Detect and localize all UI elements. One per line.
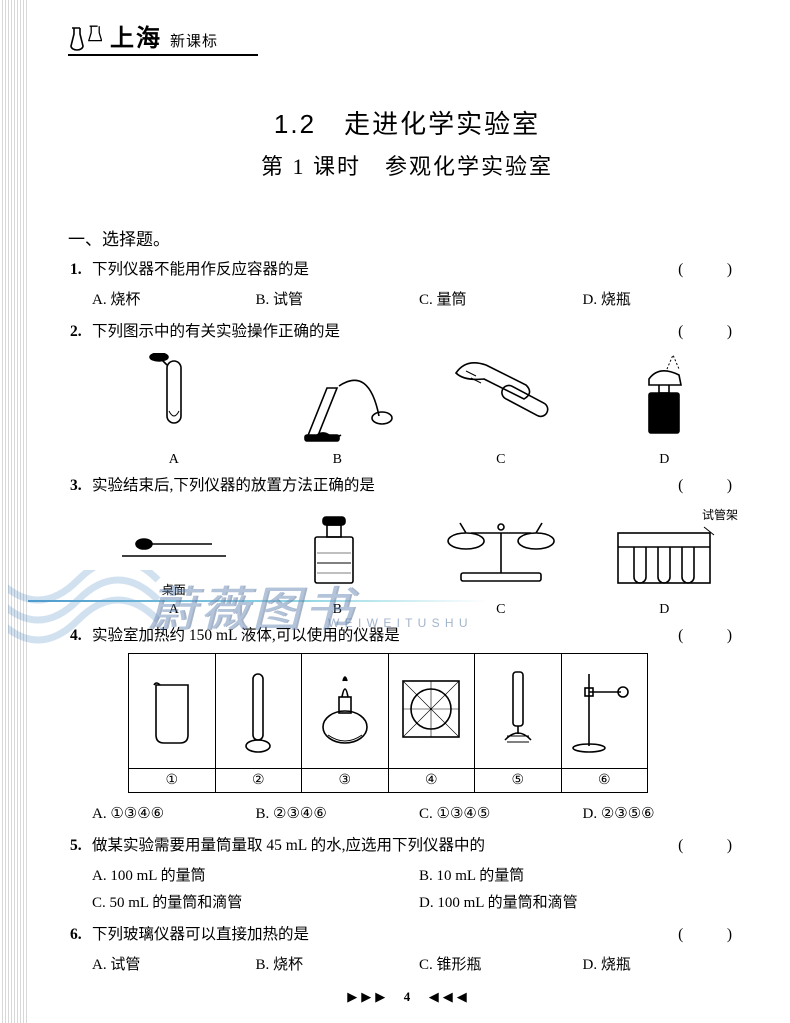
question-1: 1. 下列仪器不能用作反应容器的是 ( ) bbox=[92, 258, 746, 283]
answer-blank: ( ) bbox=[678, 923, 746, 948]
desk-label: 桌面 bbox=[92, 581, 256, 598]
option-b: B. 烧杯 bbox=[256, 952, 420, 979]
option-d: D. 烧瓶 bbox=[583, 287, 747, 314]
q1-options: A. 烧杯 B. 试管 C. 量筒 D. 烧瓶 bbox=[92, 287, 746, 314]
caption: C bbox=[419, 452, 583, 468]
section-heading: 一、选择题。 bbox=[68, 225, 746, 250]
option-d: D. 烧瓶 bbox=[583, 952, 747, 979]
question-text: 做某实验需要用量筒量取 45 mL 的水,应选用下列仪器中的 bbox=[92, 837, 485, 854]
q5-options-row1: A. 100 mL 的量筒 B. 10 mL 的量筒 bbox=[92, 863, 746, 890]
option-b: B. 10 mL 的量筒 bbox=[419, 863, 746, 890]
cell-number: ① bbox=[129, 768, 215, 792]
caption: D bbox=[583, 452, 747, 468]
question-6: 6. 下列玻璃仪器可以直接加热的是 ( ) bbox=[92, 923, 746, 948]
question-4: 4. 实验室加热约 150 mL 液体,可以使用的仪器是 ( ) bbox=[92, 624, 746, 649]
grid-cell-4: ④ bbox=[389, 654, 476, 792]
answer-blank: ( ) bbox=[678, 320, 746, 345]
chapter-title: 1.2 走进化学实验室 bbox=[68, 104, 746, 141]
option-a: A. ①③④⑥ bbox=[92, 801, 256, 828]
question-number: 5. bbox=[70, 834, 82, 859]
option-a: A. 试管 bbox=[92, 952, 256, 979]
footer-right-ornament: ◀◀◀ bbox=[429, 989, 471, 1004]
answer-blank: ( ) bbox=[678, 258, 746, 283]
question-2: 2. 下列图示中的有关实验操作正确的是 ( ) bbox=[92, 320, 746, 345]
grid-cell-3: ③ bbox=[302, 654, 389, 792]
q2-fig-b: B bbox=[256, 353, 420, 468]
q4-options: A. ①③④⑥ B. ②③④⑥ C. ①③④⑤ D. ②③⑤⑥ bbox=[92, 801, 746, 828]
option-a: A. 100 mL 的量筒 bbox=[92, 863, 419, 890]
caption: D bbox=[583, 602, 747, 618]
grid-cell-1: ① bbox=[129, 654, 216, 792]
running-header: 上海 新课标 bbox=[68, 18, 258, 56]
cell-number: ② bbox=[216, 768, 302, 792]
q4-apparatus-grid: ① ② ③ bbox=[128, 653, 648, 793]
grid-cell-6: ⑥ bbox=[562, 654, 648, 792]
chapter-name: 走进化学实验室 bbox=[344, 109, 540, 139]
grid-cell-2: ② bbox=[216, 654, 303, 792]
question-number: 3. bbox=[70, 474, 82, 499]
option-c: C. 量筒 bbox=[419, 287, 583, 314]
q3-fig-b: B bbox=[256, 513, 420, 618]
option-a: A. 烧杯 bbox=[92, 287, 256, 314]
header-city: 上海 bbox=[110, 18, 162, 53]
question-text: 下列玻璃仪器可以直接加热的是 bbox=[92, 926, 309, 943]
caption: A bbox=[92, 602, 256, 618]
question-number: 6. bbox=[70, 923, 82, 948]
cell-number: ③ bbox=[302, 768, 388, 792]
caption: A bbox=[92, 452, 256, 468]
q3-figures: 桌面 A B bbox=[92, 506, 746, 618]
q3-fig-c: C bbox=[419, 513, 583, 618]
caption: C bbox=[419, 602, 583, 618]
question-text: 实验结束后,下列仪器的放置方法正确的是 bbox=[92, 477, 375, 494]
cell-number: ④ bbox=[389, 768, 475, 792]
question-number: 2. bbox=[70, 320, 82, 345]
page-content: 上海 新课标 1.2 走进化学实验室 第 1 课时 参观化学实验室 一、选择题。… bbox=[28, 0, 790, 1023]
q3-fig-d: 试管架 D bbox=[583, 506, 747, 618]
question-number: 4. bbox=[70, 624, 82, 649]
option-c: C. 锥形瓶 bbox=[419, 952, 583, 979]
question-number: 1. bbox=[70, 258, 82, 283]
chapter-number: 1.2 bbox=[274, 109, 316, 139]
option-c: C. ①③④⑤ bbox=[419, 801, 583, 828]
answer-blank: ( ) bbox=[678, 474, 746, 499]
q2-fig-c: C bbox=[419, 353, 583, 468]
answer-blank: ( ) bbox=[678, 624, 746, 649]
q2-fig-d: D bbox=[583, 353, 747, 468]
option-b: B. ②③④⑥ bbox=[256, 801, 420, 828]
question-5: 5. 做某实验需要用量筒量取 45 mL 的水,应选用下列仪器中的 ( ) bbox=[92, 834, 746, 859]
q3-fig-a: 桌面 A bbox=[92, 506, 256, 618]
question-3: 3. 实验结束后,下列仪器的放置方法正确的是 ( ) bbox=[92, 474, 746, 499]
answer-blank: ( ) bbox=[678, 834, 746, 859]
page-number: 4 bbox=[404, 989, 415, 1004]
option-c: C. 50 mL 的量筒和滴管 bbox=[92, 890, 419, 917]
caption: B bbox=[256, 452, 420, 468]
page-footer: ▶▶▶ 4 ◀◀◀ bbox=[28, 989, 790, 1005]
grid-cell-5: ⑤ bbox=[475, 654, 562, 792]
footer-left-ornament: ▶▶▶ bbox=[347, 989, 389, 1004]
title-block: 1.2 走进化学实验室 第 1 课时 参观化学实验室 bbox=[68, 104, 746, 181]
q5-options-row2: C. 50 mL 的量筒和滴管 D. 100 mL 的量筒和滴管 bbox=[92, 890, 746, 917]
book-page: 上海 新课标 1.2 走进化学实验室 第 1 课时 参观化学实验室 一、选择题。… bbox=[0, 0, 790, 1023]
page-stack-edges bbox=[0, 0, 28, 1023]
lesson-subtitle: 第 1 课时 参观化学实验室 bbox=[68, 149, 746, 181]
cell-number: ⑥ bbox=[562, 768, 648, 792]
q6-options: A. 试管 B. 烧杯 C. 锥形瓶 D. 烧瓶 bbox=[92, 952, 746, 979]
caption: B bbox=[256, 602, 420, 618]
option-d: D. ②③⑤⑥ bbox=[583, 801, 747, 828]
question-text: 下列仪器不能用作反应容器的是 bbox=[92, 261, 309, 278]
rack-label: 试管架 bbox=[583, 506, 739, 523]
q2-fig-a: A bbox=[92, 353, 256, 468]
option-d: D. 100 mL 的量筒和滴管 bbox=[419, 890, 746, 917]
question-text: 实验室加热约 150 mL 液体,可以使用的仪器是 bbox=[92, 627, 400, 644]
header-flask-icon bbox=[68, 23, 102, 53]
option-b: B. 试管 bbox=[256, 287, 420, 314]
cell-number: ⑤ bbox=[475, 768, 561, 792]
question-text: 下列图示中的有关实验操作正确的是 bbox=[92, 323, 340, 340]
q2-figures: A B C bbox=[92, 353, 746, 468]
header-series: 新课标 bbox=[170, 30, 218, 53]
